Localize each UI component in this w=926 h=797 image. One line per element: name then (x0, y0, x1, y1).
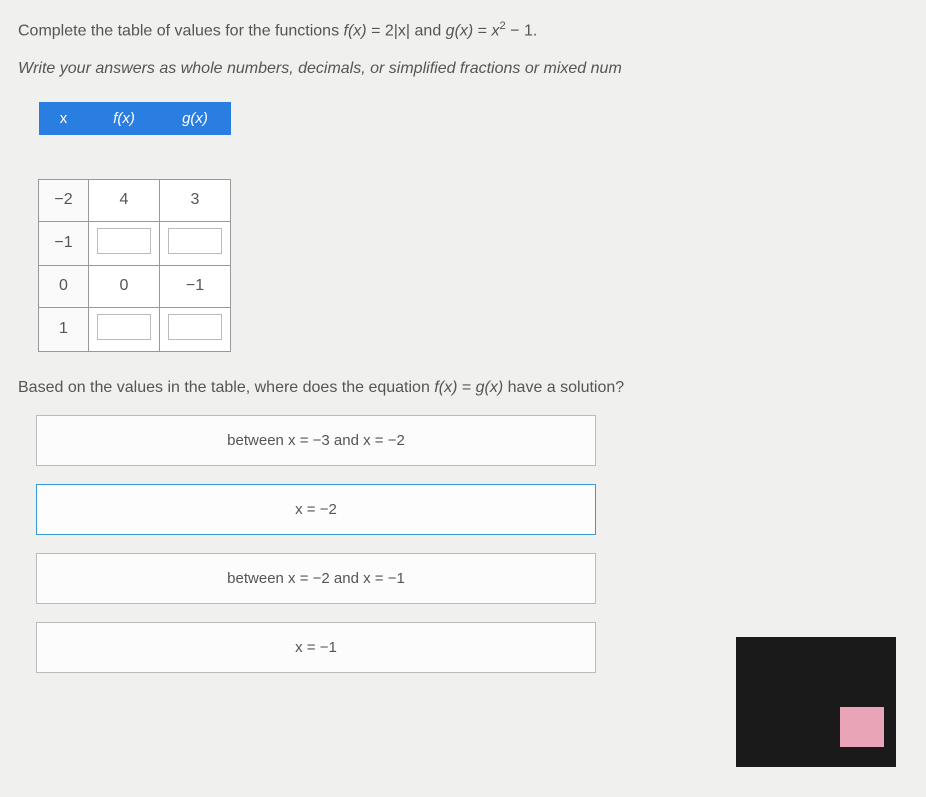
input-g[interactable] (168, 314, 222, 340)
instruction: Write your answers as whole numbers, dec… (18, 60, 908, 78)
prompt: Complete the table of values for the fun… (18, 20, 908, 40)
table-row: −1 (39, 221, 231, 265)
cell-f: 0 (89, 265, 160, 307)
input-f[interactable] (97, 228, 151, 254)
cell-x: 0 (39, 265, 89, 307)
g-label: g(x) (446, 22, 474, 39)
f-label: f(x) (344, 22, 367, 39)
options: between x = −3 and x = −2 x = −2 between… (36, 415, 596, 673)
table-row: 1 (39, 307, 231, 351)
f-eq: = 2|x| and (367, 22, 446, 39)
webcam-thumbnail (736, 637, 896, 767)
option-0[interactable]: between x = −3 and x = −2 (36, 415, 596, 466)
col-gx: g(x) (160, 102, 231, 135)
table-row: −2 4 3 (39, 179, 231, 221)
q-gx: g(x) (476, 379, 504, 396)
question-prefix: Based on the values in the table, where … (18, 379, 434, 396)
cell-x: −1 (39, 221, 89, 265)
question-suffix: have a solution? (503, 379, 624, 396)
q-mid: = (457, 379, 475, 396)
prompt-prefix: Complete the table of values for the fun… (18, 22, 344, 39)
cell-f: 4 (89, 179, 160, 221)
input-g[interactable] (168, 228, 222, 254)
q-fx: f(x) (434, 379, 457, 396)
g-eq-prefix: = (473, 22, 491, 39)
input-f[interactable] (97, 314, 151, 340)
option-1[interactable]: x = −2 (36, 484, 596, 535)
option-2[interactable]: between x = −2 and x = −1 (36, 553, 596, 604)
cell-g: 3 (160, 179, 231, 221)
cell-g: −1 (160, 265, 231, 307)
cell-x: 1 (39, 307, 89, 351)
values-table: x f(x) g(x) −2 4 3 −1 0 0 −1 (38, 102, 231, 352)
col-fx: f(x) (89, 102, 160, 135)
option-3[interactable]: x = −1 (36, 622, 596, 673)
col-x: x (39, 102, 89, 135)
cell-x: −2 (39, 179, 89, 221)
pink-square (840, 707, 884, 747)
table-row: 0 0 −1 (39, 265, 231, 307)
question: Based on the values in the table, where … (18, 379, 908, 397)
g-suffix: − 1. (506, 22, 538, 39)
